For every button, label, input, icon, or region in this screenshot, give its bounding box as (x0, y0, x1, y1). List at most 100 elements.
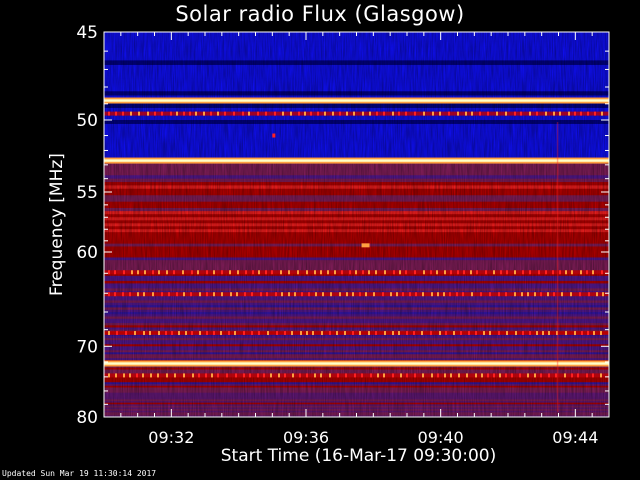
y-tick-label: 55 (76, 183, 98, 203)
dashed-band-segment (600, 331, 602, 336)
dashed-band-segment (399, 270, 401, 275)
dashed-band-segment (199, 292, 201, 297)
dashed-band-segment (601, 111, 603, 116)
dashed-band-segment (320, 270, 322, 275)
dashed-band-segment (548, 373, 550, 378)
dashed-band-segment (540, 292, 542, 297)
dashed-band-segment (129, 373, 131, 378)
dashed-band-segment (236, 292, 238, 297)
dashed-band-segment (398, 331, 400, 336)
dashed-band-segment (471, 292, 473, 297)
dashed-band-segment (505, 373, 507, 378)
dashed-band-segment (158, 331, 160, 336)
axes: 45 50 55 60 70 80 09:32 09:36 09:40 09:44 Start Ti… (47, 23, 610, 466)
dashed-band-segment (423, 270, 425, 275)
bright-band-core (104, 159, 609, 162)
dashed-band-segment (574, 111, 576, 116)
dashed-band-segment (588, 292, 590, 297)
dashed-band-segment (592, 270, 594, 275)
dashed-band-segment (362, 270, 364, 275)
dashed-band-segment (514, 111, 516, 116)
dashed-band-segment (413, 331, 415, 336)
dashed-band-segment (217, 373, 219, 378)
dashed-band-segment (257, 373, 259, 378)
dashed-band-segment (505, 111, 507, 116)
dashed-band-segment (213, 292, 215, 297)
y-tick-label: 60 (76, 243, 98, 263)
noise-texture (104, 32, 609, 417)
dashed-band-segment (499, 373, 501, 378)
dashed-band-segment (587, 331, 589, 336)
dashed-band-segment (400, 373, 402, 378)
dashed-band-segment (369, 111, 371, 116)
dashed-band-segment (402, 292, 404, 297)
dashed-band-segment (149, 331, 151, 336)
dashed-band-segment (529, 111, 531, 116)
dashed-band-segment (315, 292, 317, 297)
dashed-band-segment (166, 373, 168, 378)
dashed-band-segment (430, 331, 432, 336)
dashed-band-segment (154, 111, 156, 116)
dashed-band-segment (191, 331, 193, 336)
dashed-band-segment (545, 111, 547, 116)
dashed-band-segment (263, 373, 265, 378)
dashed-band-segment (122, 292, 124, 297)
dashed-band-segment (365, 292, 367, 297)
dashed-band-segment (522, 270, 524, 275)
dashed-band-segment (555, 373, 557, 378)
dashed-band-segment (415, 292, 417, 297)
dashed-band-segment (267, 331, 269, 336)
dashed-band-segment (122, 111, 124, 116)
dashed-band-segment (579, 292, 581, 297)
dashed-band-segment (288, 292, 290, 297)
dashed-band-segment (260, 292, 262, 297)
dashed-band-segment (586, 373, 588, 378)
dashed-band-segment (409, 292, 411, 297)
dashed-band-segment (228, 331, 230, 336)
dashed-band-segment (143, 331, 145, 336)
dashed-band-segment (384, 331, 386, 336)
dashed-band-segment (586, 270, 588, 275)
dashed-band-segment (536, 331, 538, 336)
dashed-band-segment (422, 373, 424, 378)
dashed-band-segment (211, 373, 213, 378)
dashed-band-segment (553, 292, 555, 297)
dashed-band-segment (346, 111, 348, 116)
dashed-band-segment (559, 270, 561, 275)
dashed-band-segment (329, 331, 331, 336)
dashed-band-segment (258, 270, 260, 275)
dashed-band-segment (284, 373, 286, 378)
bright-band-core (104, 99, 609, 102)
dashed-band-segment (226, 373, 228, 378)
dashed-band-base (104, 292, 609, 297)
dashed-band-segment (414, 373, 416, 378)
dashed-band-segment (448, 111, 450, 116)
dashed-band-segment (506, 331, 508, 336)
dashed-band-segment (383, 111, 385, 116)
dashed-band-segment (593, 331, 595, 336)
dashed-band-segment (266, 292, 268, 297)
dashed-band-segment (324, 111, 326, 116)
dashed-band-segment (489, 292, 491, 297)
dashed-band-segment (383, 373, 385, 378)
dashed-band-segment (600, 373, 602, 378)
y-tick-label: 50 (76, 111, 98, 131)
dashed-band-segment (483, 331, 485, 336)
dashed-band-segment (352, 331, 354, 336)
dashed-band-segment (183, 373, 185, 378)
dashed-band-base (104, 331, 609, 336)
dashed-band-segment (129, 292, 131, 297)
dashed-band-segment (529, 270, 531, 275)
dashed-band-segment (242, 111, 244, 116)
dashed-band-segment (406, 331, 408, 336)
dashed-band-segment (329, 373, 331, 378)
y-tick-label: 80 (76, 408, 98, 428)
dashed-band-segment (213, 331, 215, 336)
dashed-band-segment (468, 331, 470, 336)
dashed-band-segment (522, 331, 524, 336)
dashed-band-segment (300, 331, 302, 336)
dashed-band-segment (168, 292, 170, 297)
dashed-band-segment (450, 373, 452, 378)
dashed-band-segment (213, 270, 215, 275)
dashed-band-segment (519, 373, 521, 378)
